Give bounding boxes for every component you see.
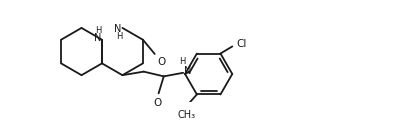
Text: H: H <box>95 27 102 36</box>
Text: N: N <box>114 24 122 34</box>
Text: O: O <box>157 57 166 66</box>
Text: H: H <box>179 57 186 66</box>
Text: N: N <box>94 33 101 43</box>
Text: O: O <box>153 98 162 108</box>
Text: N: N <box>184 66 191 76</box>
Text: H: H <box>116 32 122 41</box>
Text: CH₃: CH₃ <box>178 110 196 120</box>
Text: Cl: Cl <box>236 39 247 49</box>
